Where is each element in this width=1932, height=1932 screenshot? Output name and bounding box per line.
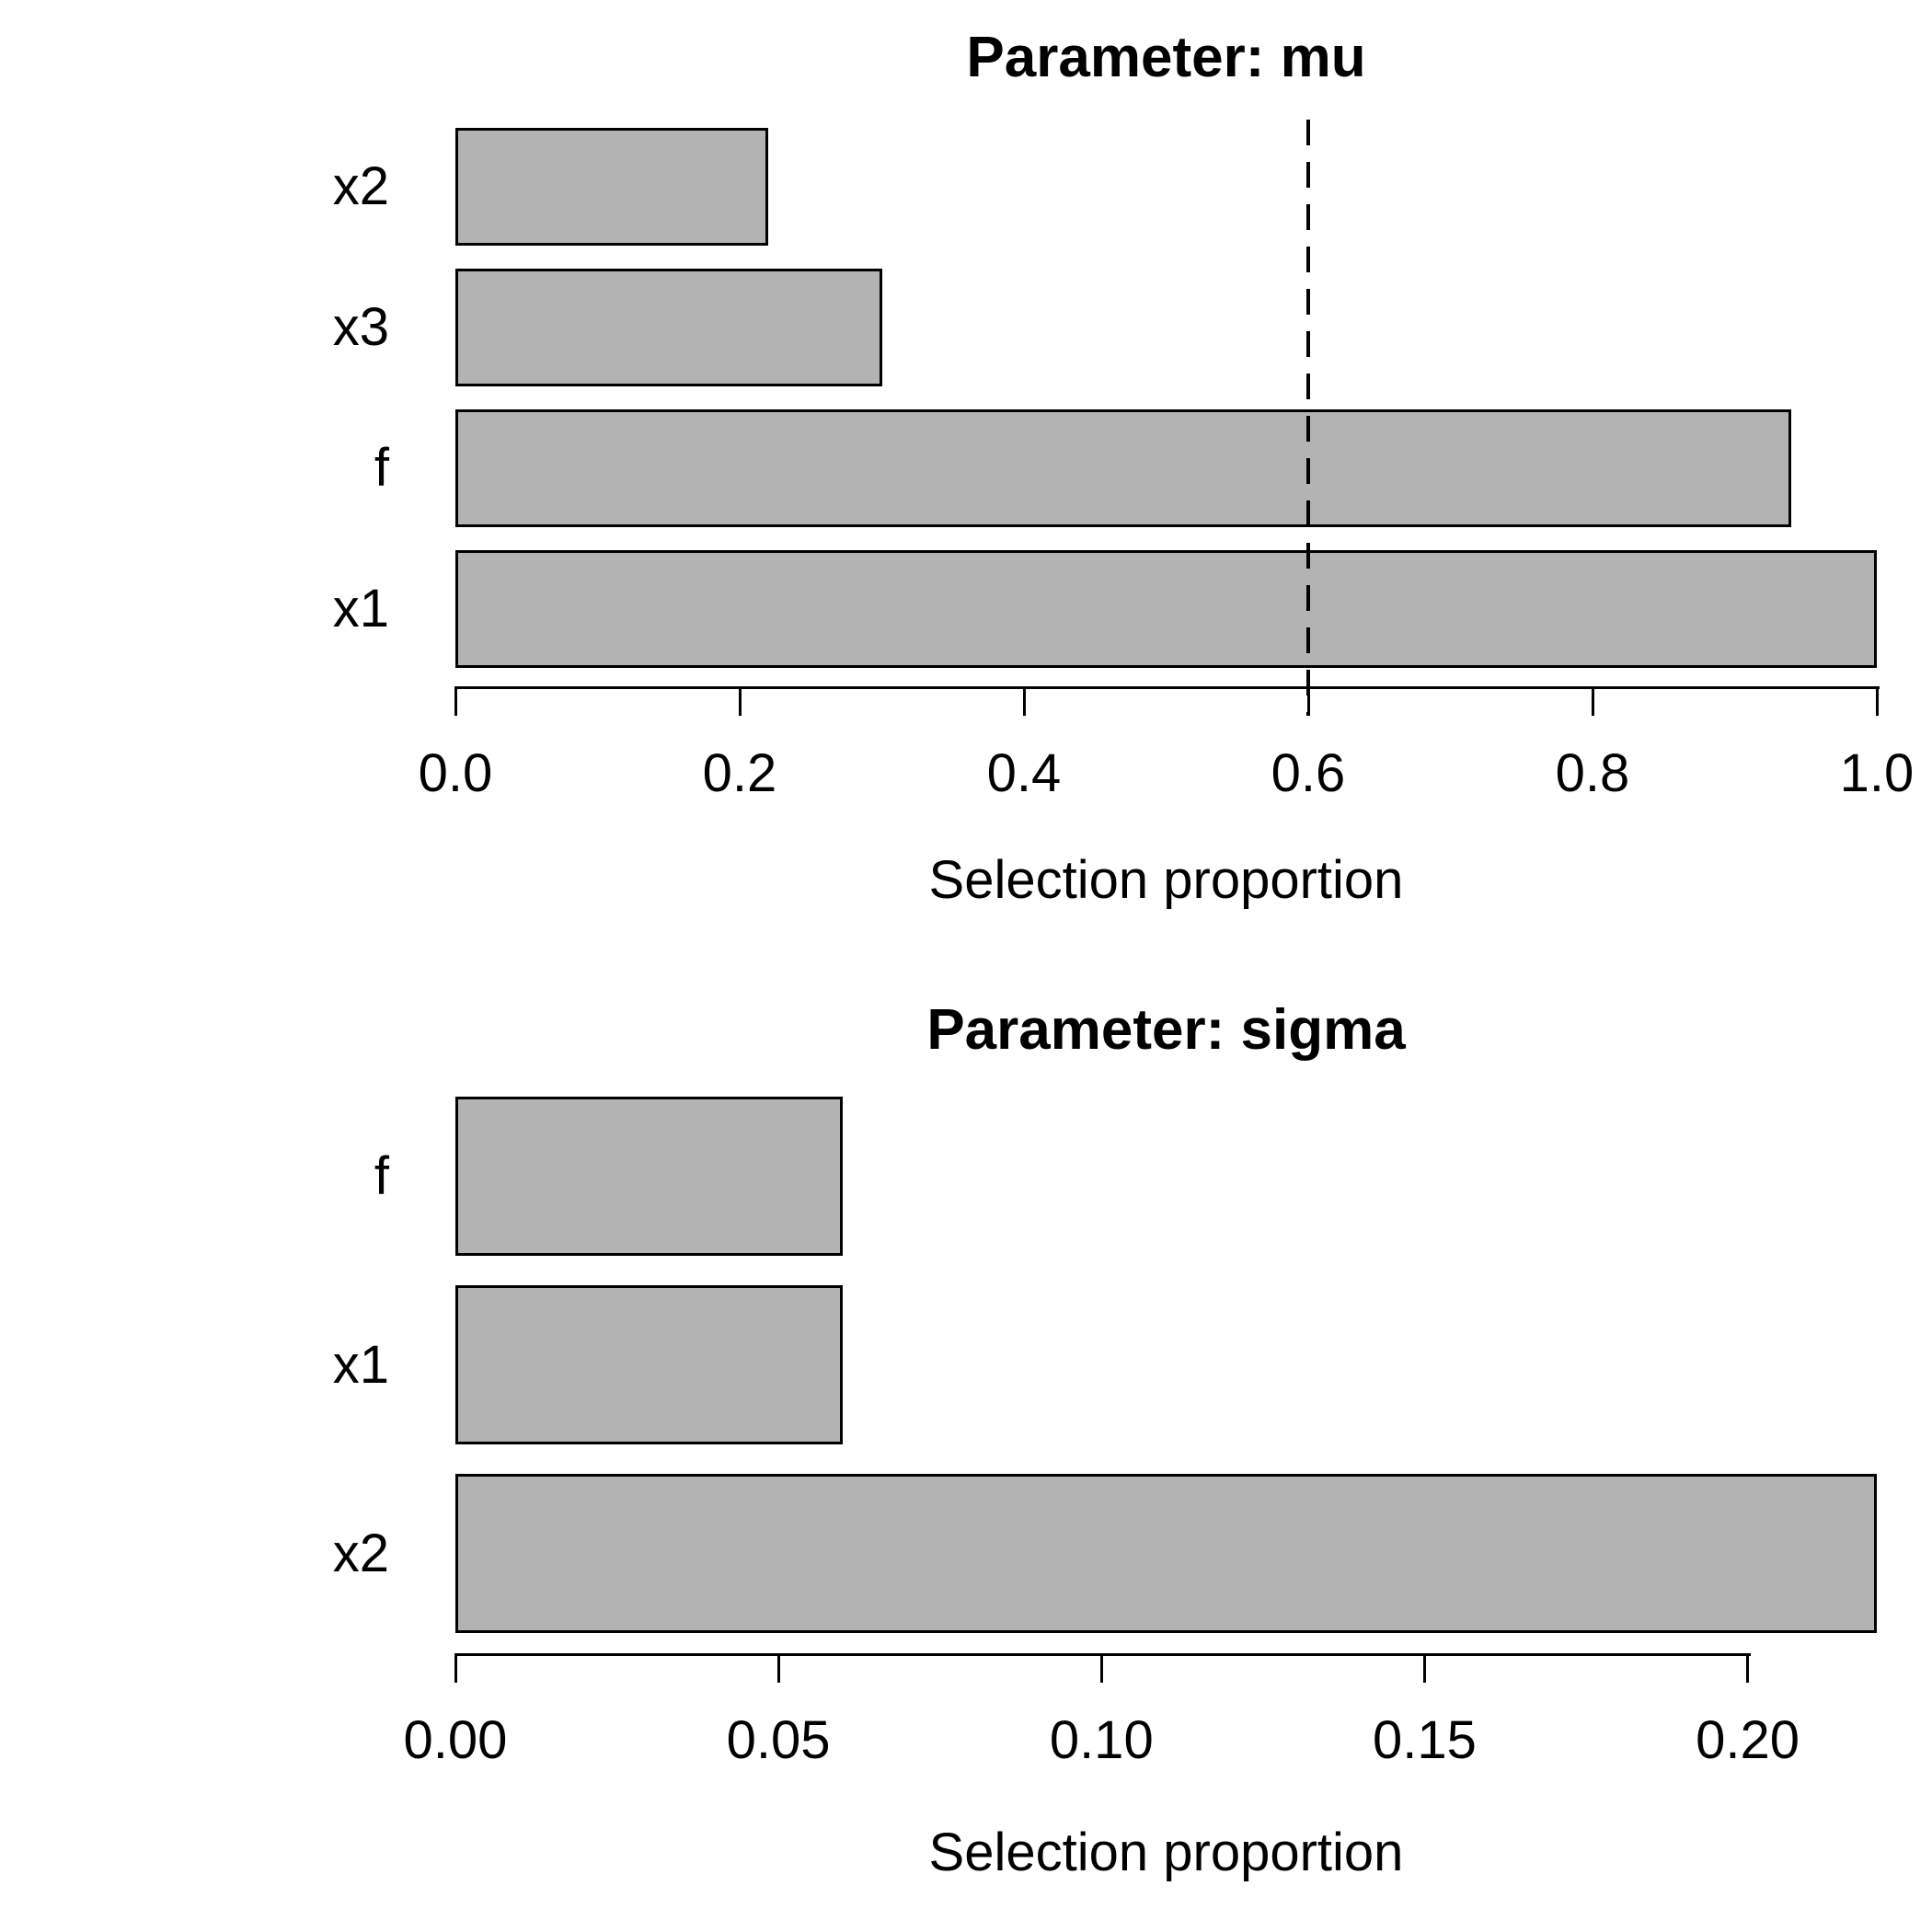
bar-f — [455, 1097, 844, 1256]
x-axis-tick-label: 0.4 — [986, 743, 1062, 803]
bar-label-x1: x1 — [332, 1335, 389, 1395]
x-axis-tick — [1591, 686, 1594, 716]
threshold-line — [1306, 120, 1310, 716]
bar-f — [455, 409, 1792, 527]
x-axis-tick-label: 1.0 — [1839, 743, 1915, 803]
x-axis-tick-label: 0.10 — [1049, 1710, 1154, 1770]
x-axis-tick-label: 0.20 — [1696, 1710, 1800, 1770]
x-axis-tick-label: 0.2 — [702, 743, 777, 803]
bar-x3 — [455, 269, 882, 386]
bar-label-x2: x2 — [332, 156, 389, 216]
x-axis-line — [454, 686, 1880, 689]
chart-title-mu: Parameter: mu — [966, 26, 1366, 89]
x-axis-tick-label: 0.15 — [1372, 1710, 1477, 1770]
x-axis-tick — [1875, 686, 1879, 716]
x-axis-tick — [738, 686, 742, 716]
x-axis-label-sigma: Selection proportion — [928, 1823, 1404, 1882]
bar-x1 — [455, 550, 1877, 668]
x-axis-tick-label: 0.0 — [418, 743, 493, 803]
bar-label-f: f — [374, 438, 389, 498]
x-axis-tick — [454, 1653, 457, 1683]
x-axis-tick-label: 0.00 — [403, 1710, 508, 1770]
x-axis-tick — [1099, 1653, 1103, 1683]
bar-x2 — [455, 128, 768, 246]
chart-title-sigma: Parameter: sigma — [926, 998, 1406, 1062]
bar-label-f: f — [374, 1146, 389, 1206]
x-axis-tick — [1746, 1653, 1750, 1683]
x-axis-tick — [454, 686, 457, 716]
x-axis-tick-label: 0.8 — [1555, 743, 1630, 803]
x-axis-tick-label: 0.05 — [726, 1710, 831, 1770]
x-axis-label-mu: Selection proportion — [928, 850, 1404, 910]
x-axis-tick — [776, 1653, 780, 1683]
bar-x1 — [455, 1285, 844, 1444]
bar-x2 — [455, 1474, 1877, 1633]
x-axis-tick-label: 0.6 — [1271, 743, 1346, 803]
bar-label-x2: x2 — [332, 1524, 389, 1583]
bar-label-x3: x3 — [332, 297, 389, 357]
x-axis-tick — [1022, 686, 1026, 716]
bar-label-x1: x1 — [332, 579, 389, 638]
x-axis-tick — [1422, 1653, 1426, 1683]
